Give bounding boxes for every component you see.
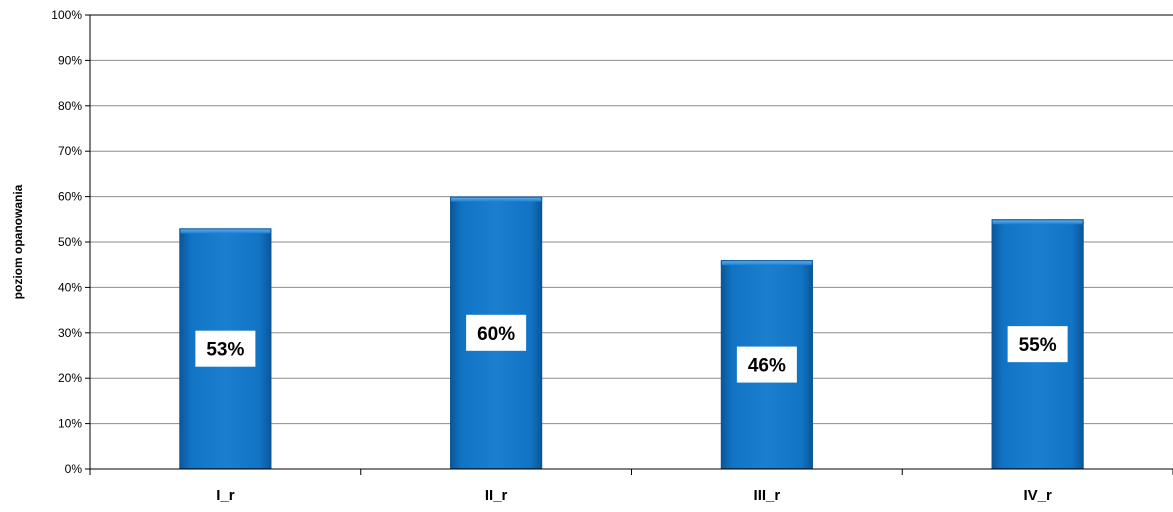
y-tick-label-50: 50% [58, 235, 82, 249]
y-tick-label-30: 30% [58, 326, 82, 340]
y-tick-label-10: 10% [58, 417, 82, 431]
data-label-box-I_r [195, 330, 256, 367]
y-tick-label-100: 100% [51, 8, 82, 22]
y-tick-label-80: 80% [58, 99, 82, 113]
bar-cap [720, 260, 813, 266]
y-tick-label-20: 20% [58, 371, 82, 385]
bar-cap [179, 228, 272, 234]
y-axis-title: poziom opanowania [11, 184, 25, 299]
bar-cap [450, 196, 543, 202]
y-tick-label-40: 40% [58, 280, 82, 294]
x-tick-label-IV_r: IV_r [1023, 487, 1052, 504]
data-label-box-IV_r [1007, 326, 1068, 363]
data-label-IV_r: 55% [1019, 335, 1057, 356]
data-label-box-II_r [466, 314, 527, 351]
bar-cap [991, 219, 1084, 225]
data-label-III_r: 46% [748, 356, 786, 377]
data-label-I_r: 53% [206, 340, 244, 361]
axes [85, 14, 1173, 475]
bars [179, 196, 1084, 469]
labels: 0% 10% 20% 30% 40% 50% 60% 70% 80% 90% 100% 53% I_r 6… [11, 8, 1068, 504]
y-tick-label-60: 60% [58, 190, 82, 204]
y-tick-label-0: 0% [65, 462, 83, 476]
data-label-box-III_r [736, 346, 797, 383]
y-tick-label-70: 70% [58, 144, 82, 158]
data-label-II_r: 60% [477, 324, 515, 345]
y-tick-label-90: 90% [58, 53, 82, 67]
x-tick-label-III_r: III_r [754, 487, 781, 504]
x-tick-label-I_r: I_r [216, 487, 235, 504]
x-tick-label-II_r: II_r [485, 487, 508, 504]
